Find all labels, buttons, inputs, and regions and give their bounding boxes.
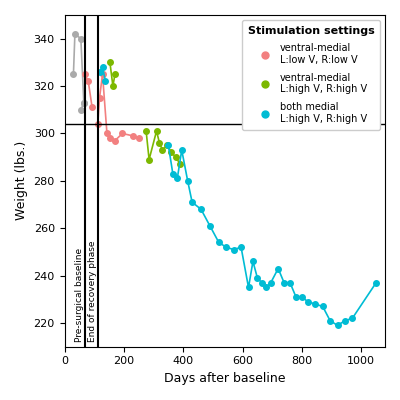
Text: End of recovery phase: End of recovery phase [88,240,97,342]
X-axis label: Days after baseline: Days after baseline [164,372,286,385]
Text: 15% EBWL: 15% EBWL [316,109,376,119]
Text: Pre-surgical baseline: Pre-surgical baseline [75,248,84,342]
Y-axis label: Weight (lbs.): Weight (lbs.) [15,141,28,220]
Legend: ventral-medial
L:low V, R:low V, ventral-medial
L:high V, R:high V, both medial
: ventral-medial L:low V, R:low V, ventral… [242,20,380,130]
